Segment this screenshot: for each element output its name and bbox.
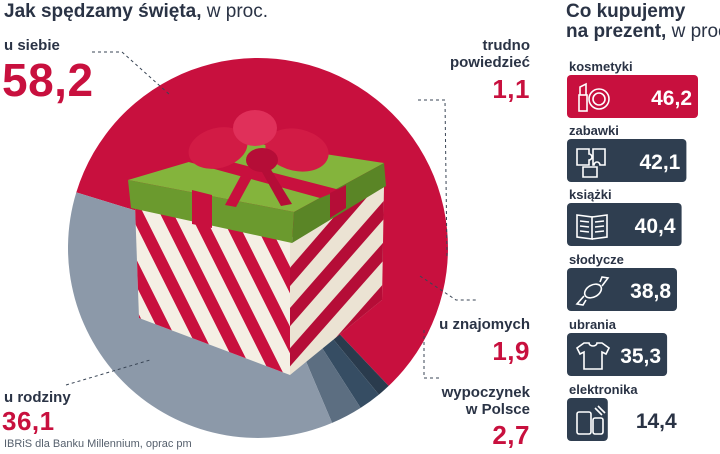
value-u-rodziny: 36,1 bbox=[2, 406, 55, 436]
label-u-znajomych: u znajomych bbox=[439, 316, 530, 333]
bar-category-1: zabawki bbox=[569, 123, 619, 138]
leader-u-siebie bbox=[92, 51, 171, 96]
bar-value-5: 14,4 bbox=[636, 410, 677, 433]
bar-2 bbox=[567, 203, 682, 246]
leader-u-rodziny bbox=[65, 359, 151, 386]
bar-value-0: 46,2 bbox=[651, 87, 692, 110]
bar-value-1: 42,1 bbox=[639, 151, 680, 174]
label-wypoczynek: wypoczynek w Polsce bbox=[420, 384, 530, 418]
book-icon bbox=[576, 214, 608, 240]
bar-value-4: 35,3 bbox=[620, 345, 661, 368]
phone-tablet-icon bbox=[576, 405, 606, 435]
value-u-znajomych: 1,9 bbox=[492, 336, 530, 366]
bar-category-3: słodycze bbox=[569, 252, 624, 267]
bar-category-2: książki bbox=[569, 187, 612, 202]
bar-title-line2: na prezent, w proc. bbox=[566, 21, 720, 43]
bar-title-bold: na prezent, bbox=[566, 21, 667, 42]
bar-4 bbox=[567, 333, 668, 376]
value-wypoczynek: 2,7 bbox=[492, 420, 530, 450]
source-note: IBRiS dla Banku Millennium, oprac pm bbox=[4, 438, 192, 450]
value-trudno: 1,1 bbox=[492, 74, 530, 104]
pie-title: Jak spędzamy święta, w proc. bbox=[4, 1, 268, 23]
leader-znajomi bbox=[419, 275, 478, 301]
bar-0 bbox=[567, 75, 698, 118]
bar-category-0: kosmetyki bbox=[569, 59, 633, 74]
bar-title-line1: Co kupujemy bbox=[566, 1, 686, 22]
pie-title-bold: Jak spędzamy święta, bbox=[4, 1, 202, 22]
label-wypoczynek-line1: wypoczynek bbox=[441, 384, 530, 401]
candy-icon bbox=[575, 276, 610, 306]
leader-wypoczynek bbox=[423, 330, 440, 379]
tshirt-icon bbox=[575, 342, 611, 370]
label-trudno-line1: trudno bbox=[482, 37, 530, 54]
puzzle-icon bbox=[576, 148, 606, 178]
label-trudno-line2: powiedzieć bbox=[449, 54, 530, 71]
leader-trudno bbox=[418, 99, 448, 259]
bar-title-unit: w proc. bbox=[671, 21, 720, 42]
bar-value-3: 38,8 bbox=[630, 280, 671, 303]
label-trudno: trudno powiedzieć bbox=[422, 37, 530, 71]
pie-title-unit: w proc. bbox=[206, 1, 269, 22]
value-u-siebie: 58,2 bbox=[2, 54, 94, 106]
label-u-rodziny: u rodziny bbox=[4, 389, 71, 406]
bar-category-5: elektronika bbox=[569, 382, 638, 397]
bar-3 bbox=[567, 268, 677, 311]
leader-lines bbox=[65, 51, 478, 386]
bar-value-2: 40,4 bbox=[635, 215, 676, 238]
label-wypoczynek-line2: w Polsce bbox=[465, 401, 530, 418]
lipstick-mirror-icon bbox=[578, 82, 610, 112]
label-u-siebie: u siebie bbox=[4, 37, 60, 54]
bar-category-4: ubrania bbox=[569, 317, 617, 332]
